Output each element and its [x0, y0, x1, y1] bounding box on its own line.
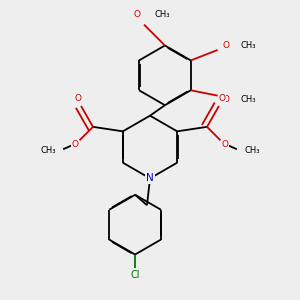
Text: O: O: [218, 94, 225, 103]
Text: O: O: [72, 140, 79, 149]
Text: CH₃: CH₃: [154, 10, 170, 19]
Text: CH₃: CH₃: [240, 95, 256, 104]
Text: N: N: [146, 173, 154, 183]
Text: CH₃: CH₃: [40, 146, 56, 155]
Text: O: O: [222, 41, 229, 50]
Text: CH₃: CH₃: [240, 41, 256, 50]
Text: CH₃: CH₃: [244, 146, 260, 155]
Text: O: O: [221, 140, 228, 149]
Text: Cl: Cl: [130, 270, 140, 280]
Text: O: O: [75, 94, 82, 103]
Text: O: O: [222, 95, 229, 104]
Text: O: O: [133, 10, 140, 19]
